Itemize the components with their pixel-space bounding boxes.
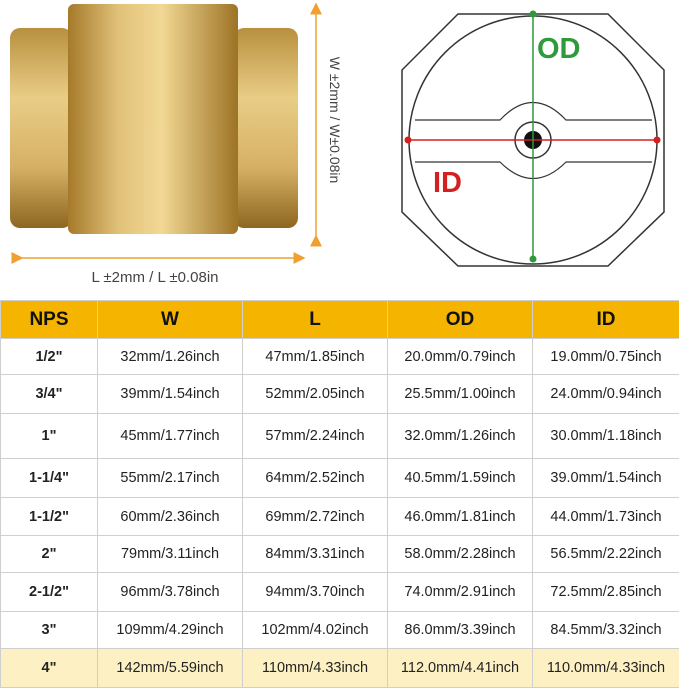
hex-end [234,28,298,228]
table-cell: 112.0mm/4.41inch [388,649,533,688]
table-cell: 60mm/2.36inch [98,498,243,536]
table-cell: 86.0mm/3.39inch [388,612,533,649]
table-cell: 84mm/3.31inch [243,536,388,573]
table-cell: 58.0mm/2.28inch [388,536,533,573]
table-cell: 45mm/1.77inch [98,414,243,459]
dot [654,137,661,144]
table-cell: 102mm/4.02inch [243,612,388,649]
table-cell: 96mm/3.78inch [98,573,243,612]
dot [530,256,537,263]
table-cell: 24.0mm/0.94inch [533,375,679,414]
nps-cell: 1-1/4" [1,459,98,498]
table-cell: 110.0mm/4.33inch [533,649,679,688]
table-cell: 74.0mm/2.91inch [388,573,533,612]
table-cell: 44.0mm/1.73inch [533,498,679,536]
table-cell: 46.0mm/1.81inch [388,498,533,536]
table-cell: 64mm/2.52inch [243,459,388,498]
table-cell: 25.5mm/1.00inch [388,375,533,414]
table-cell: 109mm/4.29inch [98,612,243,649]
table-cell: 55mm/2.17inch [98,459,243,498]
hex-end [10,28,72,228]
w-label: W ±2mm / W±0.08in [327,57,343,184]
header-cell: OD [388,301,533,339]
nps-cell: 1/2" [1,339,98,375]
nps-cell: 3" [1,612,98,649]
table-cell: 47mm/1.85inch [243,339,388,375]
table-cell: 72.5mm/2.85inch [533,573,679,612]
nps-cell: 1-1/2" [1,498,98,536]
table-cell: 19.0mm/0.75inch [533,339,679,375]
table-cell: 110mm/4.33inch [243,649,388,688]
id-label: ID [433,167,462,199]
table-cell: 84.5mm/3.32inch [533,612,679,649]
table-cell: 32mm/1.26inch [98,339,243,375]
dot [405,137,412,144]
table-cell: 56.5mm/2.22inch [533,536,679,573]
header-cell: NPS [1,301,98,339]
table-cell: 39.0mm/1.54inch [533,459,679,498]
table-cell: 69mm/2.72inch [243,498,388,536]
nps-cell: 1" [1,414,98,459]
header-cell: L [243,301,388,339]
table-cell: 79mm/3.11inch [98,536,243,573]
table-cell: 40.5mm/1.59inch [388,459,533,498]
nps-cell: 2" [1,536,98,573]
nps-cell: 4" [1,649,98,688]
table-cell: 20.0mm/0.79inch [388,339,533,375]
table-cell: 32.0mm/1.26inch [388,414,533,459]
nps-cell: 2-1/2" [1,573,98,612]
header-cell: W [98,301,243,339]
header-cell: ID [533,301,679,339]
od-label: OD [537,33,581,65]
table-cell: 39mm/1.54inch [98,375,243,414]
table-cell: 142mm/5.59inch [98,649,243,688]
dot [530,11,537,18]
l-label: L ±2mm / L ±0.08in [91,269,218,286]
table-cell: 30.0mm/1.18inch [533,414,679,459]
table-cell: 52mm/2.05inch [243,375,388,414]
table-cell: 94mm/3.70inch [243,573,388,612]
body [68,4,238,234]
nps-cell: 3/4" [1,375,98,414]
product-illustration: W ±2mm / W±0.08in L ±2mm / L ±0.08in OD … [0,0,679,300]
table-cell: 57mm/2.24inch [243,414,388,459]
